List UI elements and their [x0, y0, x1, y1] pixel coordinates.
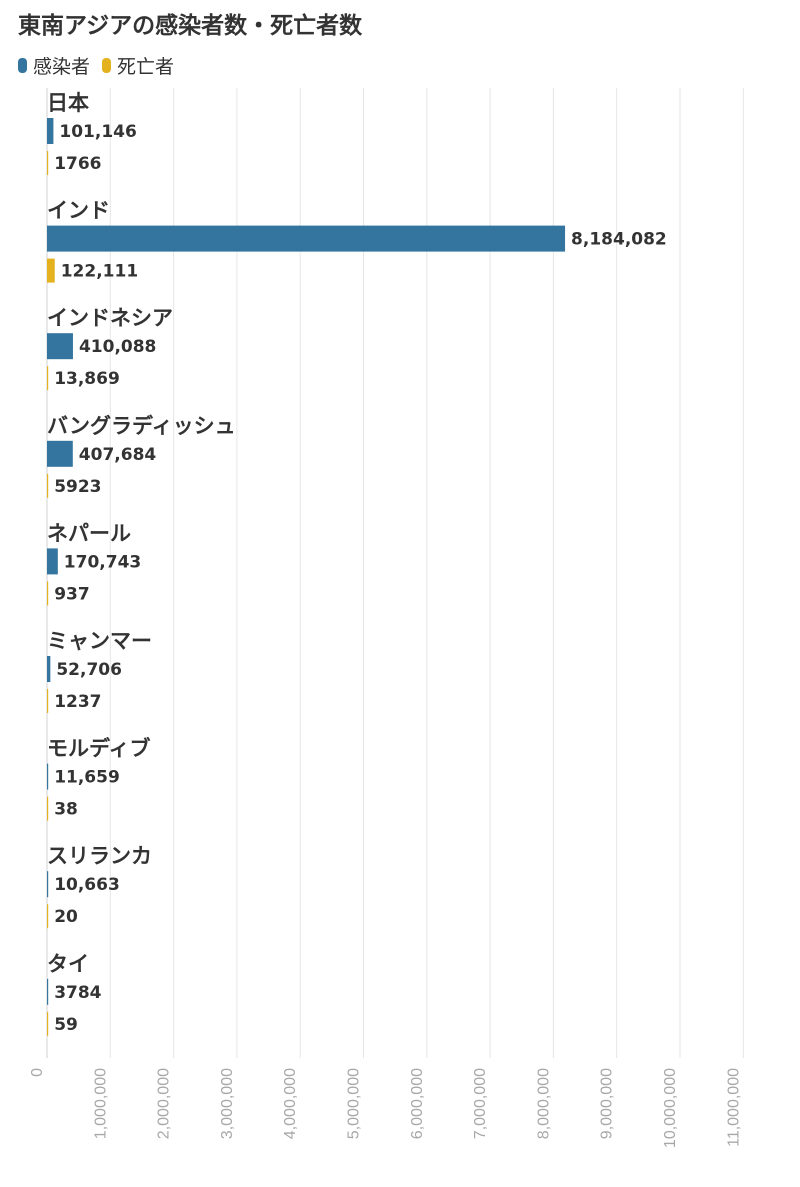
category-label: タイ — [47, 952, 89, 976]
bar-infected[interactable] — [47, 548, 58, 575]
bar-deaths[interactable] — [47, 473, 49, 498]
data-label-infected: 10,663 — [54, 875, 120, 895]
x-tick-label: 5,000,000 — [346, 1068, 363, 1139]
data-label-deaths: 1237 — [54, 692, 101, 712]
bar-deaths[interactable] — [47, 904, 49, 929]
x-tick-label: 3,000,000 — [219, 1068, 236, 1139]
bar-infected[interactable] — [47, 118, 54, 144]
bar-infected[interactable] — [47, 656, 51, 682]
data-label-infected: 3784 — [54, 983, 101, 1003]
x-tick-label: 7,000,000 — [472, 1068, 489, 1139]
bar-deaths[interactable] — [47, 689, 49, 713]
category-label: ネパール — [47, 521, 131, 545]
legend-swatch-infected — [18, 58, 27, 73]
data-label-deaths: 38 — [54, 800, 78, 820]
data-label-deaths: 20 — [54, 907, 78, 927]
legend: 感染者 死亡者 — [18, 52, 186, 79]
data-label-infected: 52,706 — [56, 660, 122, 680]
data-label-infected: 101,146 — [59, 122, 136, 142]
bar-infected[interactable] — [47, 871, 49, 898]
bar-infected[interactable] — [47, 333, 73, 360]
bar-infected[interactable] — [47, 763, 49, 790]
bar-deaths[interactable] — [47, 796, 49, 821]
data-label-deaths: 122,111 — [61, 262, 138, 282]
data-label-infected: 410,088 — [79, 337, 156, 357]
x-tick-label: 1,000,000 — [92, 1068, 109, 1139]
chart-title: 東南アジアの感染者数・死亡者数 — [18, 13, 363, 39]
x-tick-label: 9,000,000 — [599, 1068, 616, 1139]
bar-infected[interactable] — [47, 225, 566, 252]
category-label: モルディブ — [47, 737, 151, 761]
x-tick-label: 0 — [29, 1068, 46, 1077]
data-label-deaths: 59 — [54, 1015, 78, 1035]
data-label-infected: 8,184,082 — [571, 230, 667, 250]
bar-infected[interactable] — [47, 440, 73, 467]
data-label-infected: 170,743 — [64, 552, 141, 572]
category-label: ミャンマー — [47, 629, 152, 653]
bar-deaths[interactable] — [47, 258, 55, 283]
bar-deaths[interactable] — [47, 581, 49, 606]
legend-item-deaths[interactable]: 死亡者 — [102, 52, 174, 79]
data-label-deaths: 1766 — [54, 154, 101, 174]
x-tick-label: 10,000,000 — [662, 1068, 679, 1148]
bar-infected[interactable] — [47, 978, 49, 1005]
data-label-deaths: 937 — [54, 584, 89, 604]
category-label: 日本 — [47, 91, 89, 115]
x-tick-label: 11,000,000 — [725, 1068, 742, 1147]
bar-deaths[interactable] — [47, 1011, 49, 1036]
x-tick-label: 4,000,000 — [282, 1068, 299, 1139]
category-label: スリランカ — [47, 844, 152, 868]
category-label: インド — [47, 199, 110, 223]
data-label-deaths: 13,869 — [54, 369, 120, 389]
bar-deaths[interactable] — [47, 151, 49, 175]
legend-swatch-deaths — [102, 58, 112, 73]
data-label-deaths: 5923 — [54, 477, 101, 497]
x-tick-label: 6,000,000 — [409, 1068, 426, 1139]
legend-item-infected[interactable]: 感染者 — [18, 52, 90, 79]
legend-label-infected: 感染者 — [33, 56, 91, 78]
category-label: バングラディッシュ — [47, 414, 236, 438]
data-label-infected: 11,659 — [54, 768, 120, 788]
x-tick-label: 8,000,000 — [535, 1068, 552, 1139]
category-label: インドネシア — [47, 306, 173, 330]
legend-label-deaths: 死亡者 — [117, 56, 175, 78]
bar-deaths[interactable] — [47, 366, 49, 391]
x-tick-label: 2,000,000 — [156, 1068, 173, 1139]
data-label-infected: 407,684 — [79, 445, 157, 465]
